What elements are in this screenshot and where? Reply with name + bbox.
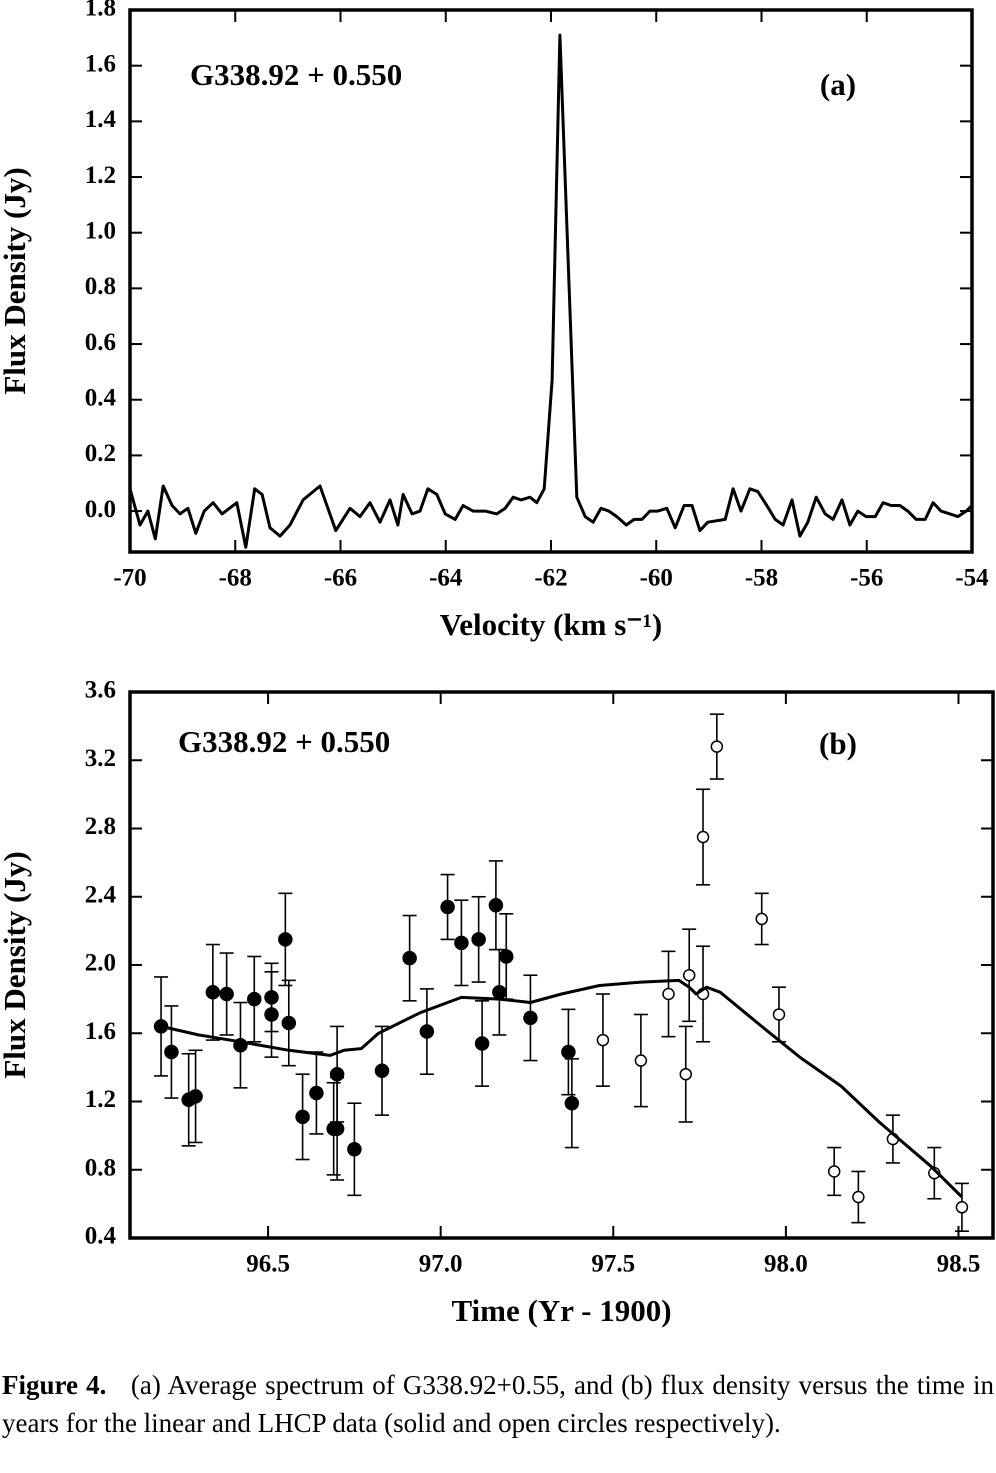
x-tick-label: -64 (429, 565, 463, 592)
point (523, 1010, 538, 1026)
y-tick-label: 0.0 (85, 496, 116, 523)
y-tick-label: 2.8 (85, 813, 116, 840)
figure: 0.0 0.2 0.4 0.6 0.8 1.0 1.2 1.4 1.6 1.8 -70 -68 -66 -… (0, 0, 995, 1328)
annotation: G338.92 + 0.550 (190, 57, 402, 92)
x-tick-label: 98.5 (937, 1251, 981, 1278)
caption-label: Figure 4. (2, 1370, 107, 1400)
point (278, 932, 293, 947)
point (454, 935, 469, 951)
plot-frame (128, 690, 995, 1240)
x-axis-label: Time (Yr - 1900) (451, 1293, 671, 1328)
point (682, 968, 696, 982)
y-tick-label: 1.6 (85, 50, 116, 77)
point (205, 985, 221, 1000)
point (755, 912, 768, 926)
plot-frame (128, 8, 974, 554)
y-tick-label: 0.4 (85, 1223, 117, 1250)
y-tick-label: 3.6 (85, 677, 116, 704)
y-tick-label: 1.2 (85, 162, 116, 189)
point (596, 1033, 610, 1047)
x-tick-label: -58 (745, 565, 778, 592)
point (164, 1044, 179, 1060)
x-tick-label: -66 (324, 565, 357, 592)
x-tick-label: -62 (534, 565, 567, 592)
point (419, 1024, 435, 1039)
y-tick-label: 0.6 (85, 329, 116, 356)
point (247, 991, 262, 1007)
y-tick-label: 1.4 (85, 106, 117, 133)
y-tick-label: 0.2 (85, 440, 116, 467)
point (295, 1109, 310, 1125)
panel-label: (b) (819, 726, 857, 761)
caption-text: (a) Average spectrum of G338.92+0.55, an… (2, 1370, 994, 1438)
point (264, 990, 279, 1005)
point (440, 899, 455, 915)
point (402, 950, 417, 966)
y-tick-label: 3.2 (85, 745, 116, 772)
y-tick-label: 1.8 (85, 0, 116, 22)
y-tick-label: 2.0 (85, 950, 116, 977)
x-tick-label: -68 (219, 565, 252, 592)
x-tick-label: -70 (113, 565, 146, 592)
point (772, 1008, 786, 1021)
y-tick-label: 1.0 (85, 217, 116, 244)
point (309, 1085, 324, 1101)
x-tick-label: -54 (955, 565, 989, 592)
x-tick-label: 98.0 (764, 1251, 808, 1278)
point (488, 898, 504, 913)
point (281, 1015, 297, 1031)
y-axis-label: Flux Density (Jy) (0, 167, 32, 394)
point (710, 740, 724, 753)
y-tick-label: 0.8 (85, 273, 116, 300)
point (499, 949, 514, 964)
x-tick-label: -60 (640, 565, 673, 592)
y-tick-label: 0.8 (85, 1154, 116, 1181)
point (188, 1089, 203, 1104)
panel-label: (a) (820, 67, 856, 102)
point (347, 1142, 362, 1157)
annotation: G338.92 + 0.550 (178, 724, 390, 759)
x-tick-label: 97.5 (591, 1251, 635, 1278)
point (696, 830, 710, 844)
data-line (160, 978, 963, 1199)
y-tick-label: 1.2 (85, 1086, 116, 1113)
point (852, 1190, 865, 1204)
data-line (128, 33, 974, 549)
point (662, 987, 675, 1001)
point (329, 1121, 345, 1137)
point (374, 1063, 390, 1079)
point (471, 932, 486, 947)
point (955, 1201, 969, 1214)
x-tick-label: 96.5 (246, 1251, 290, 1278)
point (561, 1044, 576, 1060)
x-tick-label: 97.0 (419, 1251, 463, 1278)
y-axis-label: Flux Density (Jy) (0, 851, 32, 1078)
point (474, 1036, 490, 1051)
point (564, 1095, 580, 1111)
y-tick-label: 1.6 (85, 1018, 116, 1045)
point (634, 1054, 648, 1067)
point (679, 1067, 693, 1081)
caption: Figure 4. (a) Average spectrum of G338.9… (2, 1366, 994, 1442)
y-tick-label: 0.4 (85, 384, 117, 411)
x-axis-label: Velocity (km s⁻¹) (440, 607, 663, 642)
x-tick-label: -56 (850, 565, 883, 592)
point (827, 1165, 841, 1178)
point (492, 985, 507, 1000)
y-tick-label: 2.4 (85, 881, 117, 908)
point (219, 986, 234, 1002)
